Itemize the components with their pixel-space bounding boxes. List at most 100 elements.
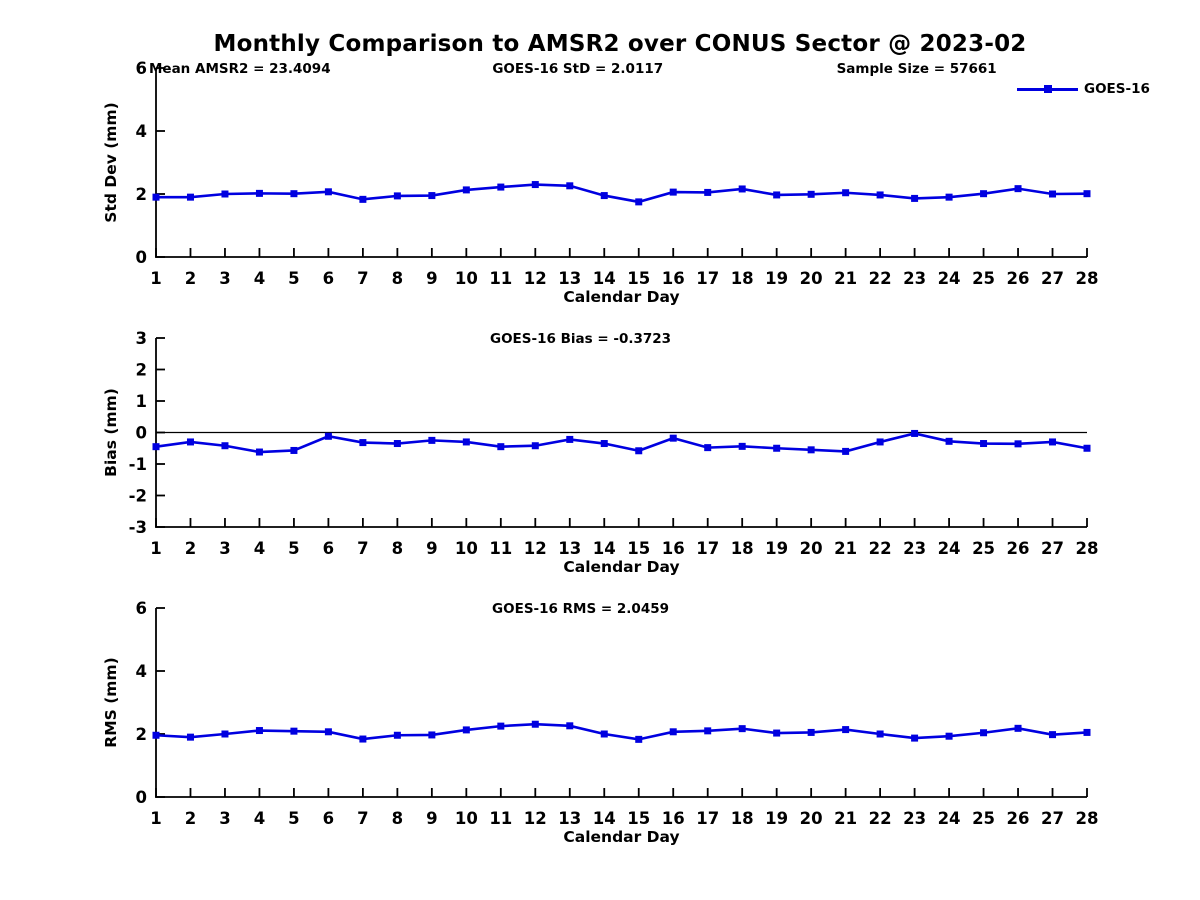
- x-tick-label: 9: [426, 269, 437, 288]
- x-tick-label: 13: [558, 269, 581, 288]
- x-tick-label: 25: [972, 539, 995, 558]
- x-tick-label: 11: [489, 269, 512, 288]
- data-point-marker: [186, 193, 194, 201]
- x-tick-label: 17: [696, 539, 719, 558]
- data-point-marker: [359, 195, 367, 203]
- data-point-marker: [428, 731, 436, 739]
- x-tick-label: 6: [323, 539, 334, 558]
- chart-annotation: Sample Size = 57661: [837, 61, 997, 77]
- data-point-marker: [497, 722, 505, 730]
- data-point-marker: [669, 188, 677, 196]
- x-tick-label: 1: [150, 809, 161, 828]
- data-point-marker: [980, 440, 988, 448]
- x-tick-label: 12: [524, 539, 547, 558]
- data-point-marker: [566, 435, 574, 443]
- data-point-marker: [773, 444, 781, 452]
- x-tick-label: 15: [627, 539, 650, 558]
- x-tick-label: 28: [1076, 809, 1099, 828]
- x-tick-label: 25: [972, 269, 995, 288]
- x-tick-label: 8: [392, 269, 403, 288]
- data-point-marker: [911, 429, 919, 437]
- data-point-marker: [738, 442, 746, 450]
- x-tick-label: 23: [903, 539, 926, 558]
- x-tick-label: 21: [834, 809, 857, 828]
- y-tick-label: 4: [136, 662, 147, 681]
- x-tick-label: 3: [219, 809, 230, 828]
- data-point-marker: [945, 437, 953, 445]
- x-tick-label: 7: [357, 539, 368, 558]
- x-tick-label: 6: [323, 809, 334, 828]
- data-point-marker: [359, 735, 367, 743]
- data-point-marker: [255, 189, 263, 197]
- data-point-marker: [773, 729, 781, 737]
- data-point-marker: [462, 186, 470, 194]
- data-point-marker: [152, 731, 160, 739]
- legend-label: GOES-16: [1084, 81, 1150, 97]
- y-tick-label: 1: [136, 392, 147, 411]
- x-tick-label: 27: [1041, 809, 1064, 828]
- x-tick-label: 14: [593, 269, 616, 288]
- x-tick-label: 14: [593, 539, 616, 558]
- x-tick-label: 9: [426, 539, 437, 558]
- x-tick-label: 18: [731, 269, 754, 288]
- y-tick-label: 2: [136, 725, 147, 744]
- x-tick-label: 26: [1007, 539, 1030, 558]
- data-point-marker: [428, 192, 436, 200]
- x-tick-label: 25: [972, 809, 995, 828]
- data-point-marker: [221, 730, 229, 738]
- data-point-marker: [876, 730, 884, 738]
- y-axis-label: RMS (mm): [102, 657, 120, 747]
- x-tick-label: 2: [185, 269, 196, 288]
- data-point-marker: [1049, 190, 1057, 198]
- data-point-marker: [221, 442, 229, 450]
- x-axis-label: Calendar Day: [563, 828, 679, 846]
- x-tick-label: 16: [662, 809, 685, 828]
- data-point-marker: [1083, 190, 1091, 198]
- data-point-marker: [876, 191, 884, 199]
- data-point-marker: [980, 729, 988, 737]
- x-tick-label: 10: [455, 539, 478, 558]
- x-tick-label: 17: [696, 809, 719, 828]
- x-tick-label: 17: [696, 269, 719, 288]
- x-tick-label: 21: [834, 539, 857, 558]
- x-tick-label: 26: [1007, 809, 1030, 828]
- data-point-marker: [807, 728, 815, 736]
- data-point-marker: [566, 182, 574, 190]
- x-tick-label: 23: [903, 269, 926, 288]
- data-point-marker: [1014, 724, 1022, 732]
- data-point-marker: [393, 731, 401, 739]
- x-tick-label: 2: [185, 809, 196, 828]
- data-point-marker: [635, 735, 643, 743]
- data-point-marker: [290, 727, 298, 735]
- data-point-marker: [669, 434, 677, 442]
- x-tick-label: 7: [357, 269, 368, 288]
- data-point-marker: [393, 440, 401, 448]
- data-point-marker: [324, 188, 332, 196]
- x-tick-label: 24: [938, 269, 961, 288]
- x-tick-label: 22: [869, 539, 892, 558]
- x-tick-label: 10: [455, 269, 478, 288]
- data-point-marker: [738, 725, 746, 733]
- data-point-marker: [152, 443, 160, 451]
- data-point-marker: [1049, 731, 1057, 739]
- data-point-marker: [842, 726, 850, 734]
- data-point-marker: [462, 726, 470, 734]
- data-point-marker: [980, 190, 988, 198]
- x-tick-label: 5: [288, 539, 299, 558]
- x-tick-label: 28: [1076, 269, 1099, 288]
- data-point-marker: [255, 448, 263, 456]
- data-point-marker: [945, 732, 953, 740]
- x-tick-label: 22: [869, 269, 892, 288]
- series-line: [155, 432, 1088, 454]
- y-tick-label: -2: [129, 487, 147, 506]
- data-point-marker: [290, 190, 298, 198]
- chart-annotation: GOES-16 StD = 2.0117: [492, 61, 663, 77]
- x-tick-label: 3: [219, 539, 230, 558]
- x-tick-label: 2: [185, 539, 196, 558]
- data-point-marker: [497, 183, 505, 191]
- x-tick-label: 8: [392, 809, 403, 828]
- data-point-marker: [428, 436, 436, 444]
